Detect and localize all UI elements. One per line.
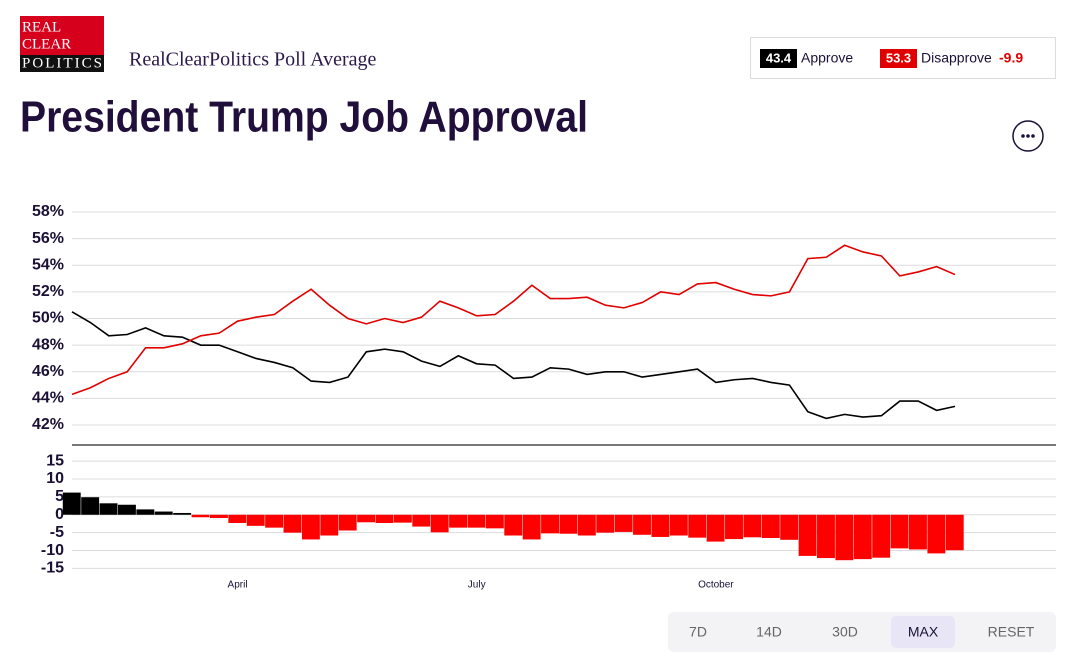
y-tick-label: 46% (32, 363, 64, 380)
bar (743, 514, 762, 538)
menu-dot (1031, 134, 1035, 138)
bar (228, 514, 247, 523)
bar (320, 514, 339, 536)
y-tick-label: 56% (32, 230, 64, 247)
button-active (891, 616, 955, 648)
range-button[interactable]: MAX (908, 624, 939, 640)
bar (853, 514, 872, 560)
bar (504, 514, 523, 536)
bar (596, 514, 615, 533)
x-tick-label: July (468, 580, 486, 591)
range-button[interactable]: 7D (689, 624, 707, 640)
bar (283, 514, 302, 533)
bar (761, 514, 780, 539)
bar (430, 514, 449, 533)
x-tick-label: October (698, 580, 734, 591)
bar (872, 514, 891, 558)
subtitle: RealClearPolitics Poll Average (129, 49, 376, 71)
bar (725, 514, 743, 540)
series-line (71, 244, 956, 396)
bar (780, 514, 799, 540)
bar (651, 514, 670, 537)
y-tick-label: 42% (32, 416, 64, 433)
bar (909, 514, 927, 550)
bar (614, 514, 633, 532)
series-line (71, 311, 956, 420)
y-tick-label: 50% (32, 310, 64, 327)
y-tick-label: 5 (55, 488, 64, 505)
bar (301, 514, 320, 540)
bar (467, 514, 486, 528)
bar (798, 514, 817, 556)
bar (375, 514, 394, 523)
logo-text: CLEAR (22, 36, 71, 52)
logo-band (20, 55, 104, 72)
bar (927, 514, 946, 554)
bar (99, 503, 118, 515)
bar (577, 514, 596, 536)
y-tick-label: 44% (32, 390, 64, 407)
bar (173, 512, 192, 515)
y-tick-label: -10 (41, 542, 64, 559)
range-button[interactable]: 30D (832, 624, 858, 640)
bar (633, 514, 651, 535)
bar (890, 514, 909, 549)
y-tick-label: 48% (32, 336, 64, 353)
bar (559, 514, 578, 534)
bar (412, 514, 431, 527)
spread-value: -9.9 (999, 50, 1023, 66)
bar (817, 514, 835, 559)
bar (485, 514, 504, 529)
bar (541, 514, 559, 534)
menu-dot (1021, 134, 1025, 138)
y-tick-label: 54% (32, 256, 64, 273)
x-tick-label: April (228, 580, 248, 591)
y-tick-label: 58% (32, 203, 64, 220)
y-tick-label: 52% (32, 283, 64, 300)
bar (117, 504, 136, 515)
legend-label: Disapprove (921, 50, 992, 66)
bar (62, 492, 81, 515)
bar (191, 514, 210, 518)
bar (706, 514, 725, 542)
y-tick-label: -15 (41, 560, 64, 577)
bar (669, 514, 688, 536)
legend-swatch (880, 49, 917, 68)
bar (393, 514, 412, 523)
bar (945, 514, 964, 551)
bar (154, 511, 173, 515)
legend-swatch (760, 49, 797, 68)
bar (81, 497, 100, 515)
menu-dot (1026, 134, 1030, 138)
bar (449, 514, 468, 528)
bar (265, 514, 284, 528)
bar (209, 514, 228, 518)
bar (688, 514, 707, 538)
y-tick-label: 10 (46, 470, 64, 487)
range-button[interactable]: RESET (988, 624, 1035, 640)
range-buttons (668, 612, 1056, 652)
bar (338, 514, 357, 531)
y-tick-label: 0 (55, 506, 64, 523)
y-tick-label: 15 (46, 452, 64, 469)
bar (835, 514, 854, 561)
bar (246, 514, 265, 526)
range-button[interactable]: 14D (756, 624, 782, 640)
y-tick-label: -5 (50, 524, 64, 541)
chart-title: President Trump Job Approval (20, 93, 588, 142)
legend-value: 43.4 (766, 50, 792, 65)
bar (136, 509, 155, 515)
bar (357, 514, 376, 523)
logo-text: REAL (22, 19, 61, 35)
bar (522, 514, 541, 540)
legend-label: Approve (801, 50, 853, 66)
legend-value: 53.3 (886, 50, 911, 65)
